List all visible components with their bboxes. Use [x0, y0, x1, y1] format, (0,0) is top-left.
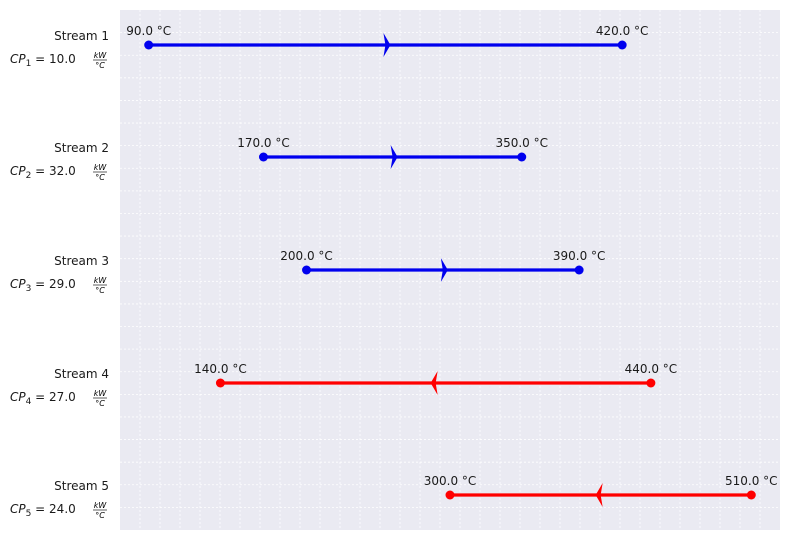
stream-label-2: Stream 2 CP2 = 32.0 kW°C [10, 141, 109, 182]
stream-direction-arrow [430, 371, 438, 395]
cp-unit-numerator: kW [94, 501, 108, 510]
temperature-label-low: 140.0 °C [194, 362, 247, 376]
stream-endpoint-high [517, 152, 527, 162]
stream-4: 140.0 °C 440.0 °C [194, 362, 677, 395]
cp-symbol: CP [10, 164, 26, 178]
stream-name: Stream 2 [54, 141, 109, 155]
cp-symbol: CP [10, 502, 26, 516]
stream-name: Stream 4 [54, 367, 109, 381]
stream-endpoint-high [617, 40, 627, 50]
stream-name: Stream 3 [54, 254, 109, 268]
cp-unit-denominator: °C [95, 173, 105, 182]
cp-index: 4 [26, 397, 32, 407]
stream-label-3: Stream 3 CP3 = 29.0 kW°C [10, 254, 109, 295]
stream-endpoint-high [746, 490, 756, 500]
cp-unit-numerator: kW [94, 389, 108, 398]
cp-symbol: CP [10, 277, 26, 291]
temperature-label-high: 350.0 °C [495, 136, 548, 150]
temperature-label-low: 200.0 °C [280, 249, 333, 263]
stream-label-1: Stream 1 CP1 = 10.0 kW°C [10, 29, 109, 70]
stream-label-5: Stream 5 CP5 = 24.0 kW°C [10, 479, 109, 520]
cp-unit-denominator: °C [95, 286, 105, 295]
cp-label: CP1 = 10.0 [10, 52, 76, 69]
cp-value: = 29.0 [31, 277, 75, 291]
temperature-label-low: 300.0 °C [424, 474, 477, 488]
stream-endpoint-low [302, 265, 312, 275]
cp-label: CP2 = 32.0 [10, 164, 76, 181]
cp-index: 3 [26, 284, 32, 294]
stream-3: 200.0 °C 390.0 °C [280, 249, 605, 282]
stream-endpoint-low [258, 152, 268, 162]
stream-direction-arrow [440, 258, 448, 282]
temperature-label-low: 170.0 °C [237, 136, 290, 150]
stream-direction-arrow [383, 33, 391, 57]
cp-index: 1 [26, 59, 32, 69]
cp-index: 2 [26, 171, 32, 181]
cp-value: = 10.0 [31, 52, 75, 66]
stream-endpoint-low [215, 378, 225, 388]
cp-unit-numerator: kW [94, 276, 108, 285]
stream-endpoint-low [445, 490, 455, 500]
cp-unit-denominator: °C [95, 399, 105, 408]
stream-5: 300.0 °C 510.0 °C [424, 474, 778, 507]
cp-unit-denominator: °C [95, 511, 105, 520]
stream-label-4: Stream 4 CP4 = 27.0 kW°C [10, 367, 109, 408]
cp-label: CP5 = 24.0 [10, 502, 76, 519]
streams-layer: 90.0 °C 420.0 °C 170.0 °C 350.0 °C 200.0 °C 3… [126, 24, 778, 507]
stream-endpoint-high [574, 265, 584, 275]
cp-unit-denominator: °C [95, 61, 105, 70]
stream-direction-arrow [390, 145, 398, 169]
cp-value: = 32.0 [31, 164, 75, 178]
cp-label: CP3 = 29.0 [10, 277, 76, 294]
cp-index: 5 [26, 509, 32, 519]
cp-value: = 24.0 [31, 502, 75, 516]
temperature-label-high: 510.0 °C [725, 474, 778, 488]
stream-endpoint-high [646, 378, 656, 388]
temperature-label-high: 420.0 °C [596, 24, 649, 38]
cp-label: CP4 = 27.0 [10, 390, 76, 407]
cp-unit-numerator: kW [94, 163, 108, 172]
stream-direction-arrow [595, 483, 603, 507]
temperature-label-high: 440.0 °C [625, 362, 678, 376]
cp-value: = 27.0 [31, 390, 75, 404]
cp-symbol: CP [10, 390, 26, 404]
stream-name: Stream 1 [54, 29, 109, 43]
stream-2: 170.0 °C 350.0 °C [237, 136, 548, 169]
stream-name: Stream 5 [54, 479, 109, 493]
temperature-label-high: 390.0 °C [553, 249, 606, 263]
cp-unit-numerator: kW [94, 51, 108, 60]
temperature-label-low: 90.0 °C [126, 24, 171, 38]
cp-symbol: CP [10, 52, 26, 66]
stream-1: 90.0 °C 420.0 °C [126, 24, 648, 57]
stream-endpoint-low [144, 40, 154, 50]
